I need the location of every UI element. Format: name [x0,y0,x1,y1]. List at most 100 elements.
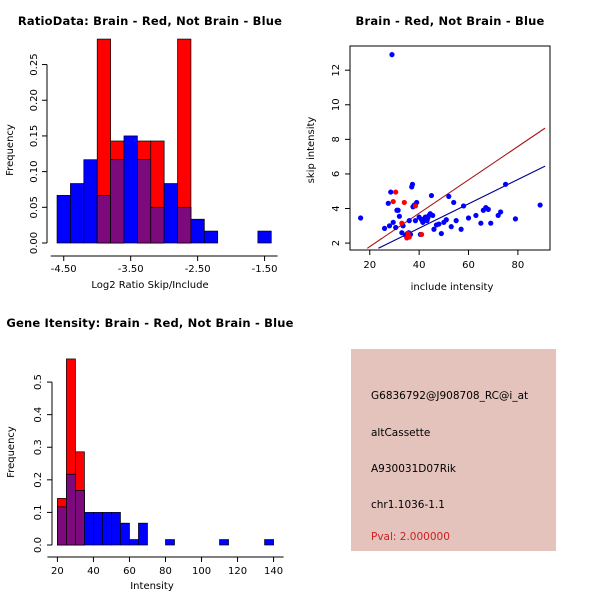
gene-bar-not-brain [165,539,175,546]
ratio-histogram-axes: 0.00 0.05 0.10 0.15 0.20 0.25 -4.50 -3.50 -2.50 -… [29,53,278,275]
probe-info-box: G6836792@J908708_RC@i_at altCassette A93… [351,349,556,551]
ratio-x-tick-label: -2.50 [185,264,211,275]
scatter-point-brain [419,231,425,238]
scatter-y-tick-label: 12 [331,64,342,77]
scatter-point-not-brain [386,223,393,229]
gene-intensity-title: Gene Itensity: Brain - Red, Not Brain - … [6,316,294,330]
scatter-y-axis-label: skip intensity [306,117,317,184]
scatter-x-tick-label: 20 [363,260,376,271]
intensity-scatter-svg: 2 4 6 8 10 12 20 40 60 80 include intensity skip … [306,45,551,293]
probe-id-text: G6836792@J908708_RC@i_at [371,390,529,402]
ratio-histogram-svg: 0.00 0.05 0.10 0.15 0.20 0.25 -4.50 -3.50 -2.50 -… [5,38,278,291]
scatter-point-not-brain [448,224,454,230]
ratio-y-tick-label: 0.10 [29,160,40,182]
histogram-bar-overlap [96,195,111,244]
gene-intensity-bars [57,358,274,546]
histogram-bar-not-brain [203,230,219,244]
scatter-point-not-brain [390,219,396,225]
scatter-point-not-brain [465,215,472,221]
gene-x-tick-label: 100 [192,566,211,577]
scatter-x-tick-label: 80 [512,260,525,271]
pval-text: Pval: 2.000000 [371,531,450,543]
scatter-y-tick-label: 2 [331,240,342,246]
event-type-text: altCassette [371,427,431,439]
histogram-bar-overlap [150,206,165,244]
gene-bar-not-brain [138,522,148,546]
gene-y-tick-label: 0.5 [33,374,44,390]
gene-intensity-svg: 0.0 0.1 0.2 0.3 0.4 0.5 20 40 60 80 100 120 140 Inte… [6,358,284,592]
scatter-point-not-brain [409,181,416,187]
gene-y-axis-label: Frequency [6,426,17,478]
gene-bar-overlap [75,490,85,546]
scatter-data-points [358,52,543,241]
scatter-point-brain [412,203,419,209]
scatter-point-not-brain [438,230,444,237]
histogram-bar-overlap [137,159,152,244]
locus-text: chr1.1036-1.1 [371,499,445,511]
scatter-point-not-brain [512,216,519,222]
scatter-point-not-brain [388,189,394,195]
histogram-bar-not-brain [70,183,85,244]
scatter-point-not-brain [446,193,452,200]
ratio-x-tick-label: -4.50 [51,264,77,275]
histogram-bar-overlap [110,159,125,244]
scatter-point-not-brain [412,218,419,224]
scatter-y-tick-label: 6 [331,171,342,177]
ratio-histogram-bars [56,38,272,244]
scatter-point-not-brain [358,215,364,221]
scatter-point-not-brain [436,221,442,227]
gene-y-tick-label: 0.4 [33,407,44,423]
gene-x-tick-label: 80 [159,566,172,577]
gene-bar-not-brain [264,539,274,546]
gene-x-axis-label: Intensity [130,581,174,592]
scatter-point-brain [399,220,405,226]
gene-bar-not-brain [102,512,112,546]
histogram-bar-not-brain [163,183,178,244]
gene-bar-overlap [57,506,67,546]
scatter-point-not-brain [396,213,402,219]
ratio-y-tick-label: 0.05 [29,196,40,218]
scatter-point-not-brain [395,207,401,213]
gene-x-tick-label: 20 [51,566,64,577]
scatter-point-not-brain [460,203,467,209]
gene-bar-overlap [66,473,76,546]
scatter-point-not-brain [537,202,543,208]
ratio-x-tick-label: -1.50 [252,264,278,275]
ratio-y-tick-label: 0.25 [29,53,40,75]
scatter-y-tick-label: 4 [331,205,342,211]
scatter-y-tick-label: 8 [331,136,342,142]
gene-x-tick-label: 120 [228,566,247,577]
scatter-x-tick-label: 60 [462,260,475,271]
gene-bar-not-brain [219,539,229,546]
ratio-x-tick-label: -3.50 [118,264,144,275]
scatter-point-not-brain [389,52,395,58]
probe-info-panel: G6836792@J908708_RC@i_at altCassette A93… [300,300,600,600]
scatter-regression-lines [366,127,546,249]
regression-line [366,127,546,249]
gene-symbol-text: A930031D07Rik [371,463,457,475]
scatter-axes: 2 4 6 8 10 12 20 40 60 80 [331,64,524,271]
gene-bar-not-brain [111,512,121,546]
gene-y-tick-label: 0.2 [33,472,44,488]
histogram-bar-not-brain [190,218,205,244]
scatter-point-not-brain [381,225,388,231]
scatter-point-not-brain [431,226,437,232]
scatter-point-not-brain [458,226,464,232]
histogram-bar-not-brain [56,195,71,244]
ratio-histogram-panel: RatioData: Brain - Red, Not Brain - Blue… [0,0,300,300]
ratio-y-tick-label: 0.00 [29,232,40,254]
gene-bar-not-brain [84,512,94,546]
scatter-plot-frame [349,45,551,251]
scatter-point-not-brain [428,192,435,199]
scatter-y-tick-label: 10 [331,98,342,111]
gene-bar-not-brain [129,539,139,546]
scatter-point-not-brain [453,218,459,224]
scatter-point-not-brain [451,199,457,206]
intensity-scatter-panel: Brain - Red, Not Brain - Blue 2 4 6 8 10 12 20… [300,0,600,300]
scatter-x-tick-label: 40 [413,260,426,271]
scatter-point-not-brain [485,206,491,212]
ratio-x-axis-label: Log2 Ratio Skip/Include [91,280,208,291]
scatter-point-not-brain [478,220,484,226]
ratio-y-tick-label: 0.15 [29,125,40,147]
scatter-point-not-brain [399,230,405,236]
